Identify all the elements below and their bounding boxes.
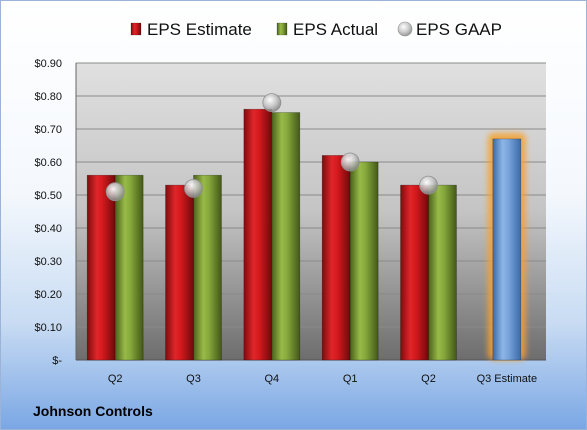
x-tick-label: Q1	[343, 373, 358, 385]
x-axis: Q2 Q3 Q4 Q1 Q2 Q3 Estimate	[108, 373, 537, 385]
company-name: Johnson Controls	[33, 403, 153, 419]
legend-label: EPS Actual	[293, 20, 378, 39]
bar-eps-actual	[193, 174, 222, 361]
bar-eps-actual	[114, 174, 144, 361]
y-tick-label: $0.50	[34, 190, 62, 202]
legend-swatch	[397, 21, 413, 37]
y-tick-label: $0.10	[34, 322, 62, 334]
legend: EPS Estimate EPS Actual EPS GAAP	[130, 20, 502, 39]
chart-marks	[86, 93, 526, 361]
y-tick-label: $0.60	[34, 157, 62, 169]
y-tick-label: $-	[52, 355, 62, 367]
y-tick-label: $0.90	[34, 58, 62, 70]
x-tick-label: Q3	[186, 373, 201, 385]
eps-chart: EPS Estimate EPS Actual EPS GAAP $- $0.10 $0…	[34, 20, 546, 385]
legend-label: EPS GAAP	[416, 20, 502, 39]
bar-eps-estimate	[321, 155, 351, 361]
bar-eps-estimate	[165, 184, 194, 361]
x-tick-label: Q3 Estimate	[477, 373, 538, 385]
x-tick-label: Q2	[421, 373, 436, 385]
bar-q3-estimate	[492, 138, 522, 361]
y-tick-label: $0.40	[34, 223, 62, 235]
marker-eps-gaap	[184, 178, 203, 198]
y-tick-label: $0.70	[34, 124, 62, 136]
y-tick-label: $0.20	[34, 289, 62, 301]
legend-swatch	[130, 22, 142, 36]
gridlines	[76, 62, 546, 361]
bar-eps-actual	[271, 112, 301, 361]
legend-label: EPS Estimate	[147, 20, 252, 39]
marker-eps-gaap	[105, 182, 125, 202]
y-tick-label: $0.30	[34, 256, 62, 268]
legend-swatch	[276, 22, 288, 36]
y-tick-label: $0.80	[34, 91, 62, 103]
bar-eps-actual	[349, 161, 379, 361]
plot-area	[76, 63, 546, 360]
marker-eps-gaap	[262, 93, 282, 112]
x-tick-label: Q2	[108, 373, 123, 385]
y-axis: $- $0.10 $0.20 $0.30 $0.40 $0.50 $0.60 $0.70 $0.…	[34, 58, 77, 367]
x-tick-label: Q4	[264, 373, 279, 385]
marker-eps-gaap	[340, 152, 360, 172]
bar-eps-estimate	[243, 108, 273, 361]
bar-eps-estimate	[86, 174, 116, 361]
bar-eps-actual	[428, 184, 457, 361]
marker-eps-gaap	[419, 175, 438, 195]
bar-eps-estimate	[400, 184, 429, 361]
